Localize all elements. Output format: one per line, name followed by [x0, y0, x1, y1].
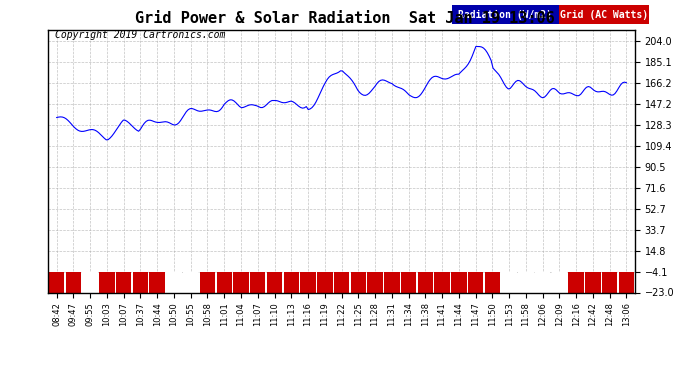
Bar [417, 272, 433, 292]
Bar [585, 272, 600, 292]
Bar [284, 272, 299, 292]
Text: Grid Power & Solar Radiation  Sat Jan 19 13:06: Grid Power & Solar Radiation Sat Jan 19 … [135, 11, 555, 26]
Bar [367, 272, 383, 292]
Bar [66, 272, 81, 292]
Bar [200, 272, 215, 292]
Bar [569, 272, 584, 292]
Bar [484, 272, 500, 292]
Bar [468, 272, 483, 292]
Bar [183, 272, 199, 292]
Bar [351, 272, 366, 292]
Bar [619, 272, 634, 292]
Bar [552, 272, 567, 292]
Bar [116, 272, 131, 292]
Bar [217, 272, 232, 292]
Bar [518, 272, 533, 292]
Bar [602, 272, 618, 292]
Text: Radiation (W/m2): Radiation (W/m2) [458, 10, 553, 20]
Text: Grid (AC Watts): Grid (AC Watts) [560, 10, 648, 20]
Bar [502, 272, 517, 292]
Text: Copyright 2019 Cartronics.com: Copyright 2019 Cartronics.com [55, 30, 226, 40]
Bar [166, 272, 181, 292]
Bar [317, 272, 333, 292]
Bar [535, 272, 551, 292]
Bar [233, 272, 248, 292]
Bar [250, 272, 266, 292]
Bar [99, 272, 115, 292]
Bar [451, 272, 466, 292]
Bar [334, 272, 349, 292]
Bar [49, 272, 64, 292]
Bar [83, 272, 98, 292]
Bar [384, 272, 400, 292]
Bar [132, 272, 148, 292]
Bar [150, 272, 165, 292]
Bar [267, 272, 282, 292]
Bar [401, 272, 416, 292]
Bar [435, 272, 450, 292]
Bar [300, 272, 316, 292]
